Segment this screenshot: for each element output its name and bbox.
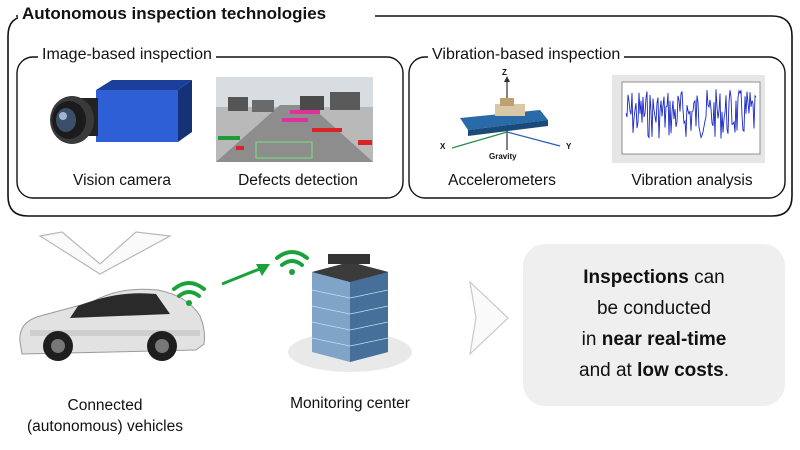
defects-detection-caption: Defects detection xyxy=(238,172,358,189)
axis-label-gravity: Gravity xyxy=(489,152,517,161)
monitoring-caption: Monitoring center xyxy=(290,395,410,412)
result-box xyxy=(523,244,785,406)
result-text-1: can xyxy=(688,267,725,288)
vision-camera-icon xyxy=(50,80,192,144)
result-text-3: in xyxy=(581,329,602,350)
axis-label-z: Z xyxy=(502,68,507,77)
wifi-icon xyxy=(172,281,206,306)
result-text: Inspections can be conducted in near rea… xyxy=(523,262,785,386)
result-bold-3: near real-time xyxy=(601,329,727,350)
outer-title: Autonomous inspection technologies xyxy=(18,4,331,24)
vibration-group-title: Vibration-based inspection xyxy=(428,46,625,64)
result-line-2: be conducted xyxy=(596,298,712,319)
vision-camera-caption: Vision camera xyxy=(73,172,171,189)
outer-frame xyxy=(7,15,793,217)
accelerometers-caption: Accelerometers xyxy=(448,172,556,189)
accelerometer-icon xyxy=(451,76,561,150)
axis-label-x: X xyxy=(440,142,446,151)
down-chevron-arrow xyxy=(38,231,172,275)
car-icon xyxy=(19,288,205,361)
result-text-4: and at xyxy=(579,360,638,381)
vehicles-caption-line2: (autonomous) vehicles xyxy=(27,418,183,435)
vehicles-caption: Connected (autonomous) vehicles xyxy=(20,395,190,437)
vibration-plot-image xyxy=(612,75,765,163)
signal-arrow xyxy=(221,264,270,286)
result-bold-1: Inspections xyxy=(583,267,689,288)
result-text-4b: . xyxy=(723,360,729,381)
vehicles-caption-line1: Connected xyxy=(67,397,143,414)
image-group-title: Image-based inspection xyxy=(38,46,216,64)
vibration-analysis-caption: Vibration analysis xyxy=(631,172,753,189)
wifi-icon xyxy=(275,250,309,275)
axis-label-y: Y xyxy=(566,142,572,151)
building-icon xyxy=(288,254,412,372)
result-bold-4: low costs xyxy=(637,360,724,381)
road-defects-image xyxy=(216,77,373,162)
right-chevron-arrow xyxy=(469,280,509,356)
